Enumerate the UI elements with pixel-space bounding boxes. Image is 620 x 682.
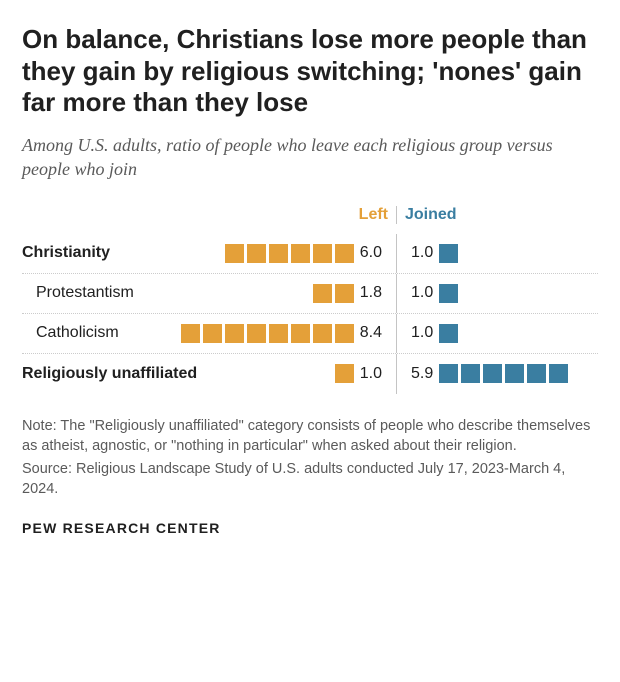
square-icon xyxy=(291,244,310,263)
square-icon xyxy=(439,364,458,383)
left-cell: 1.0 xyxy=(226,354,396,394)
square-icon xyxy=(461,364,480,383)
column-headers: Left Joined xyxy=(22,206,598,224)
ratio-chart: Left Joined Christianity6.01.0Protestant… xyxy=(22,206,598,394)
square-icon xyxy=(225,324,244,343)
row-label: Religiously unaffiliated xyxy=(22,354,226,394)
square-icon xyxy=(269,324,288,343)
square-icon xyxy=(225,244,244,263)
square-icon xyxy=(247,324,266,343)
right-squares xyxy=(439,364,568,383)
square-icon xyxy=(335,244,354,263)
square-icon xyxy=(313,244,332,263)
right-cell: 1.0 xyxy=(397,274,598,313)
square-icon xyxy=(203,324,222,343)
right-value: 5.9 xyxy=(405,365,439,383)
chart-note: Note: The "Religiously unaffiliated" cat… xyxy=(22,416,598,457)
chart-title: On balance, Christians lose more people … xyxy=(22,24,598,119)
chart-source: Source: Religious Landscape Study of U.S… xyxy=(22,459,598,500)
right-value: 1.0 xyxy=(405,324,439,342)
right-column-header: Joined xyxy=(405,206,457,224)
chart-subtitle: Among U.S. adults, ratio of people who l… xyxy=(22,133,598,182)
left-value: 1.0 xyxy=(354,365,388,383)
square-icon xyxy=(439,324,458,343)
square-icon xyxy=(505,364,524,383)
right-squares xyxy=(439,324,458,343)
square-icon xyxy=(291,324,310,343)
square-icon xyxy=(335,364,354,383)
left-squares xyxy=(335,364,354,383)
left-column-header: Left xyxy=(359,206,388,224)
square-icon xyxy=(439,284,458,303)
square-icon xyxy=(527,364,546,383)
square-icon xyxy=(335,284,354,303)
left-value: 1.8 xyxy=(354,284,388,302)
data-row: Protestantism 1.8 1.0 xyxy=(22,274,598,314)
left-value: 6.0 xyxy=(354,244,388,262)
left-squares xyxy=(181,324,354,343)
right-squares xyxy=(439,244,458,263)
square-icon xyxy=(549,364,568,383)
left-cell: 1.8 xyxy=(226,274,396,313)
right-value: 1.0 xyxy=(405,244,439,262)
row-label: Christianity xyxy=(22,234,226,273)
square-icon xyxy=(439,244,458,263)
square-icon xyxy=(313,324,332,343)
square-icon xyxy=(313,284,332,303)
square-icon xyxy=(483,364,502,383)
right-value: 1.0 xyxy=(405,284,439,302)
left-cell: 8.4 xyxy=(226,314,396,353)
left-squares xyxy=(225,244,354,263)
square-icon xyxy=(247,244,266,263)
right-cell: 5.9 xyxy=(397,354,598,394)
row-label: Protestantism xyxy=(22,274,226,313)
right-cell: 1.0 xyxy=(397,234,598,273)
left-cell: 6.0 xyxy=(226,234,396,273)
right-squares xyxy=(439,284,458,303)
left-squares xyxy=(313,284,354,303)
square-icon xyxy=(181,324,200,343)
data-row: Catholicism8.41.0 xyxy=(22,314,598,354)
right-cell: 1.0 xyxy=(397,314,598,353)
left-value: 8.4 xyxy=(354,324,388,342)
attribution: PEW RESEARCH CENTER xyxy=(22,520,598,536)
square-icon xyxy=(269,244,288,263)
square-icon xyxy=(335,324,354,343)
data-row: Religiously unaffiliated 1.0 5.9 xyxy=(22,354,598,394)
data-row: Christianity 6.0 1.0 xyxy=(22,234,598,274)
